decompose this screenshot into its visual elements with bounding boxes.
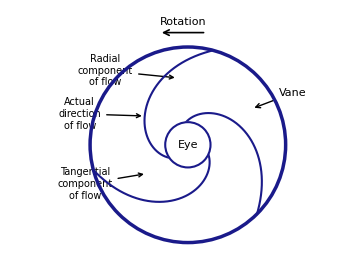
Polygon shape bbox=[90, 47, 213, 202]
Text: Vane: Vane bbox=[256, 88, 306, 108]
Text: Radial
component
of flow: Radial component of flow bbox=[78, 54, 173, 87]
Text: Eye: Eye bbox=[177, 140, 198, 150]
Text: Tangential
component
of flow: Tangential component of flow bbox=[57, 167, 142, 200]
Polygon shape bbox=[93, 113, 262, 243]
Polygon shape bbox=[145, 50, 286, 214]
Text: Rotation: Rotation bbox=[159, 17, 206, 27]
Circle shape bbox=[165, 122, 210, 167]
Circle shape bbox=[90, 47, 286, 243]
Text: Actual
direction
of flow: Actual direction of flow bbox=[58, 97, 140, 130]
